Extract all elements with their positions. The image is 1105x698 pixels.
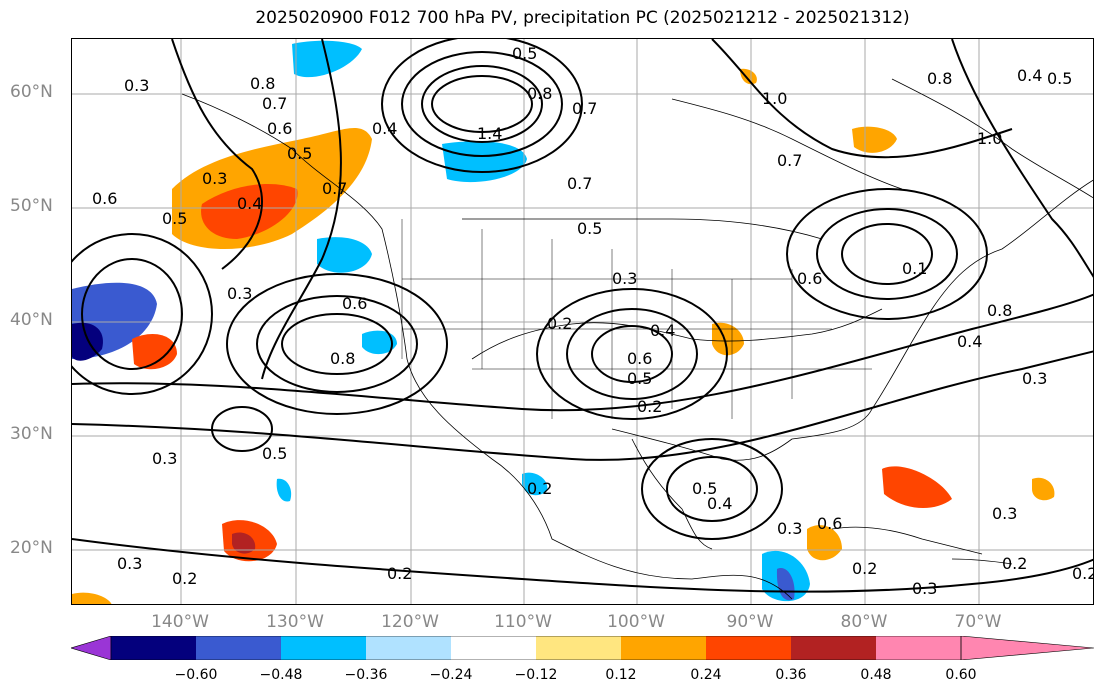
contour-label: 0.6 bbox=[797, 269, 822, 288]
contour-label: 0.3 bbox=[912, 579, 937, 598]
lon-label-70w: 70°W bbox=[954, 612, 1002, 632]
contour-label: 0.1 bbox=[902, 259, 927, 278]
contour-label: 0.4 bbox=[1017, 66, 1042, 85]
contour-label: 0.6 bbox=[92, 189, 117, 208]
contour-label: 0.5 bbox=[287, 144, 312, 163]
contour-label: 0.8 bbox=[927, 69, 952, 88]
contour-label: 1.0 bbox=[762, 89, 787, 108]
graticule bbox=[72, 39, 1093, 604]
colorbar-swatch bbox=[196, 636, 281, 660]
colorbar-tick: 0.36 bbox=[775, 667, 807, 683]
contour-label: 0.4 bbox=[372, 119, 397, 138]
colorbar-swatch bbox=[536, 636, 621, 660]
contour-label: 0.2 bbox=[852, 559, 877, 578]
colorbar-swatch bbox=[791, 636, 876, 660]
lat-label-50n: 50°N bbox=[10, 196, 53, 216]
contour-label: 0.7 bbox=[322, 179, 347, 198]
contour-label: 0.5 bbox=[512, 44, 537, 63]
contour-label: 0.5 bbox=[577, 219, 602, 238]
colorbar-tick: −0.24 bbox=[429, 667, 473, 683]
state-borders bbox=[401, 219, 872, 419]
contour-label: 0.5 bbox=[1047, 69, 1072, 88]
contour-label: 1.0 bbox=[977, 129, 1002, 148]
map-canvas: 0.3 0.8 0.7 0.6 0.5 0.3 0.4 0.7 0.6 0.5 … bbox=[72, 39, 1094, 604]
contour-label: 0.2 bbox=[172, 569, 197, 588]
contour-label: 0.3 bbox=[612, 269, 637, 288]
colorbar-swatch bbox=[281, 636, 366, 660]
colorbar-tick: −0.60 bbox=[174, 667, 218, 683]
colorbar-swatch bbox=[451, 636, 536, 660]
contour-label: 0.2 bbox=[547, 314, 572, 333]
contour-label: 1.4 bbox=[477, 124, 502, 143]
contour-label: 0.2 bbox=[1002, 554, 1027, 573]
contour-label: 0.6 bbox=[342, 294, 367, 313]
contour-label: 0.2 bbox=[637, 397, 662, 416]
contour-label: 0.2 bbox=[387, 564, 412, 583]
colorbar-tick: −0.36 bbox=[344, 667, 388, 683]
contour-label: 0.4 bbox=[237, 194, 262, 213]
lon-label-130w: 130°W bbox=[266, 612, 324, 632]
contour-label: 0.4 bbox=[650, 321, 675, 340]
contour-label: 0.4 bbox=[707, 494, 732, 513]
contour-label: 0.7 bbox=[567, 174, 592, 193]
contour-label: 0.3 bbox=[227, 284, 252, 303]
contour-label: 0.7 bbox=[777, 151, 802, 170]
colorbar-swatch bbox=[621, 636, 706, 660]
map-title: 2025020900 F012 700 hPa PV, precipitatio… bbox=[255, 8, 910, 28]
lon-label-100w: 100°W bbox=[607, 612, 665, 632]
colorbar-swatch bbox=[876, 636, 961, 660]
lon-label-110w: 110°W bbox=[494, 612, 552, 632]
lat-label-40n: 40°N bbox=[10, 310, 53, 330]
contour-label: 0.8 bbox=[330, 349, 355, 368]
colorbar-frame bbox=[110, 636, 962, 660]
contour-label: 0.4 bbox=[957, 332, 982, 351]
lat-label-60n: 60°N bbox=[10, 82, 53, 102]
colorbar-swatch bbox=[366, 636, 451, 660]
contour-label: 0.3 bbox=[1022, 369, 1047, 388]
contour-label: 0.6 bbox=[817, 514, 842, 533]
contour-label: 0.8 bbox=[527, 84, 552, 103]
colorbar-tick: 0.24 bbox=[690, 667, 722, 683]
colorbar bbox=[71, 636, 1094, 660]
colorbar-tick: 0.12 bbox=[605, 667, 637, 683]
contour-label: 0.5 bbox=[262, 444, 287, 463]
map-panel: 0.3 0.8 0.7 0.6 0.5 0.3 0.4 0.7 0.6 0.5 … bbox=[71, 38, 1094, 605]
contour-label: 0.7 bbox=[262, 94, 287, 113]
colorbar-tick: 0.48 bbox=[860, 667, 892, 683]
contour-label: 0.3 bbox=[152, 449, 177, 468]
colorbar-tick: −0.12 bbox=[514, 667, 558, 683]
contour-label: 0.3 bbox=[777, 519, 802, 538]
contour-label: 0.5 bbox=[162, 209, 187, 228]
pv-contours bbox=[72, 39, 1093, 593]
contour-label: 0.5 bbox=[627, 369, 652, 388]
colorbar-tick: −0.48 bbox=[259, 667, 303, 683]
colorbar-extend-high bbox=[960, 636, 1094, 660]
colorbar-tick: 0.60 bbox=[945, 667, 977, 683]
colorbar-extend-low bbox=[71, 636, 112, 660]
contour-label: 0.7 bbox=[572, 99, 597, 118]
contour-label: 0.3 bbox=[202, 169, 227, 188]
contour-label: 0.3 bbox=[124, 76, 149, 95]
lat-label-30n: 30°N bbox=[10, 424, 53, 444]
lat-label-20n: 20°N bbox=[10, 538, 53, 558]
contour-label: 0.2 bbox=[527, 479, 552, 498]
contour-label: 0.8 bbox=[987, 301, 1012, 320]
contour-label: 0.8 bbox=[250, 74, 275, 93]
contour-label: 0.5 bbox=[692, 479, 717, 498]
lon-label-140w: 140°W bbox=[151, 612, 209, 632]
contour-label-layer: 0.3 0.8 0.7 0.6 0.5 0.3 0.4 0.7 0.6 0.5 … bbox=[92, 44, 1094, 598]
contour-label: 0.6 bbox=[627, 349, 652, 368]
contour-label: 0.6 bbox=[267, 119, 292, 138]
contour-label: 0.2 bbox=[1072, 564, 1094, 583]
lon-label-80w: 80°W bbox=[840, 612, 888, 632]
colorbar-swatch bbox=[706, 636, 791, 660]
contour-label: 0.3 bbox=[992, 504, 1017, 523]
colorbar-swatch bbox=[111, 636, 196, 660]
lon-label-90w: 90°W bbox=[726, 612, 774, 632]
contour-label: 0.3 bbox=[117, 554, 142, 573]
lon-label-120w: 120°W bbox=[381, 612, 439, 632]
